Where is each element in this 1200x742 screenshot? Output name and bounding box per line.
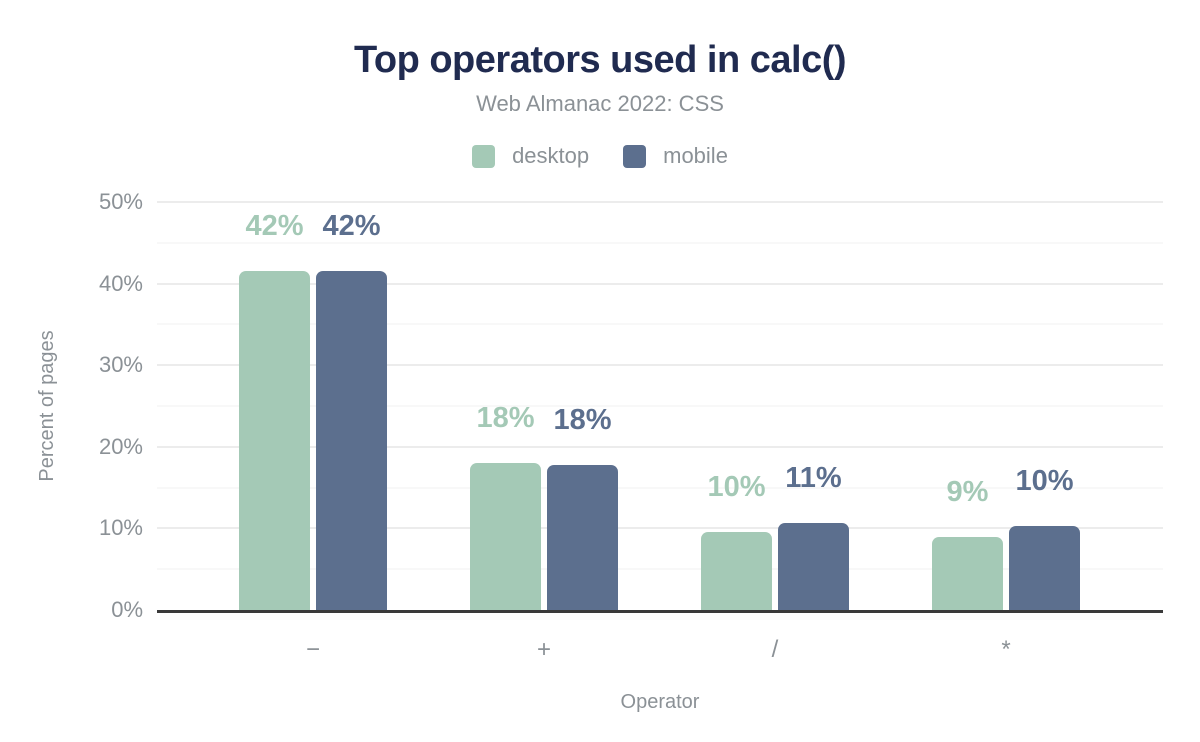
legend-item-desktop[interactable]: desktop xyxy=(472,143,589,169)
legend-swatch-mobile-icon xyxy=(623,144,647,168)
y-axis-tick-label: 10% xyxy=(98,515,143,541)
y-axis-tick-label: 40% xyxy=(98,270,143,296)
x-axis-tick-label-plus: + xyxy=(536,636,551,663)
gridline-minor xyxy=(157,241,1163,244)
gridline-major xyxy=(157,364,1163,367)
gridline-major xyxy=(157,201,1163,203)
legend-label-mobile: mobile xyxy=(663,143,728,168)
bar-desktop-plus[interactable] xyxy=(470,463,541,610)
chart-subtitle: Web Almanac 2022: CSS xyxy=(476,91,724,116)
bar-mobile-divide[interactable] xyxy=(778,522,849,610)
bar-value-label-desktop-minus: 42% xyxy=(245,210,304,243)
y-axis-tick-label: 0% xyxy=(111,597,143,622)
gridline-minor xyxy=(157,568,1163,571)
legend-label-desktop: desktop xyxy=(512,143,590,168)
gridline-major xyxy=(157,527,1163,530)
y-axis-title: Percent of pages xyxy=(36,330,58,482)
legend-item-mobile[interactable]: mobile xyxy=(623,143,728,169)
gridline-minor xyxy=(157,323,1163,326)
bar-value-label-mobile-minus: 42% xyxy=(322,210,381,243)
gridline-major xyxy=(157,445,1163,448)
x-axis-line xyxy=(157,610,1163,613)
bar-mobile-minus[interactable] xyxy=(316,271,387,610)
gridline-major xyxy=(157,282,1163,285)
legend-swatch-desktop-icon xyxy=(472,144,496,168)
bar-desktop-multiply[interactable] xyxy=(932,536,1003,610)
x-axis-tick-label-multiply: * xyxy=(1001,636,1011,663)
bar-desktop-divide[interactable] xyxy=(701,532,772,610)
bar-mobile-plus[interactable] xyxy=(547,464,618,610)
bar-mobile-multiply[interactable] xyxy=(1009,525,1080,610)
y-axis-tick-label: 30% xyxy=(98,352,143,378)
bar-value-label-mobile-divide: 11% xyxy=(785,461,842,494)
bar-desktop-minus[interactable] xyxy=(239,271,310,610)
bar-value-label-desktop-divide: 10% xyxy=(707,471,766,504)
x-axis-title: Operator xyxy=(620,691,700,713)
bar-value-label-mobile-multiply: 10% xyxy=(1015,464,1074,497)
y-axis-tick-label: 50% xyxy=(98,189,143,214)
bar-value-label-desktop-plus: 18% xyxy=(476,402,535,435)
x-axis-tick-label-minus: − xyxy=(305,636,320,663)
bar-value-label-desktop-multiply: 9% xyxy=(946,475,989,508)
chart-title: Top operators used in calc() xyxy=(353,39,847,81)
gridline-minor xyxy=(157,486,1163,489)
legend: desktop mobile xyxy=(0,143,1200,169)
x-axis-tick-label-divide: / xyxy=(771,636,779,663)
y-axis-tick-label: 20% xyxy=(98,433,143,459)
gridline-minor xyxy=(157,405,1163,407)
bar-value-label-mobile-plus: 18% xyxy=(553,403,612,436)
